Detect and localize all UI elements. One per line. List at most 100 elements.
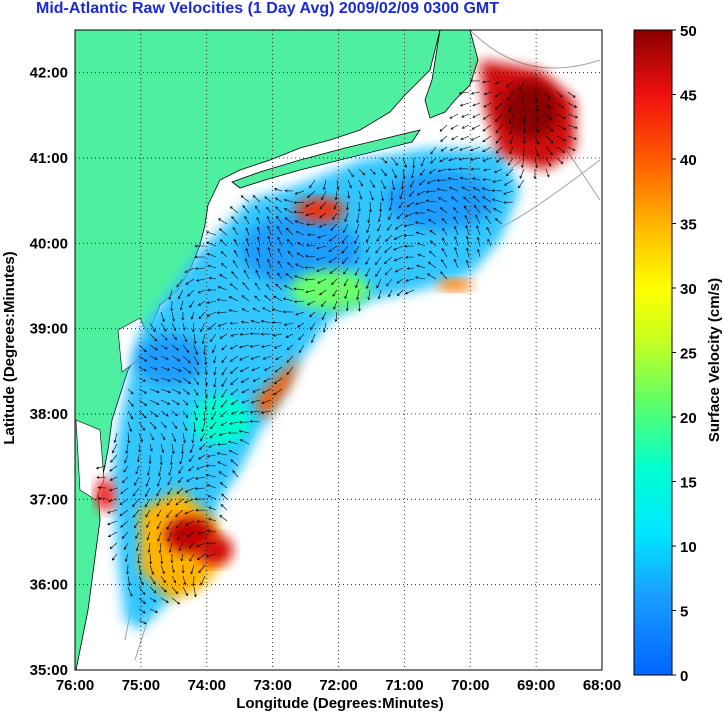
velocity-arrow	[171, 410, 178, 417]
velocity-arrow	[260, 319, 272, 324]
velocity-arrow	[170, 553, 174, 564]
velocity-arrow	[320, 300, 327, 307]
velocity-arrow	[219, 514, 228, 522]
velocity-arrow	[167, 476, 173, 486]
velocity-arrow	[441, 247, 448, 258]
velocity-arrow	[264, 196, 272, 203]
velocity-arrow	[149, 344, 158, 351]
velocity-arrow	[347, 190, 351, 199]
velocity-arrow	[158, 542, 162, 554]
velocity-arrow	[182, 366, 192, 374]
velocity-arrow	[203, 344, 207, 356]
velocity-arrow	[460, 135, 470, 141]
x-tick-label: 69:00	[517, 677, 555, 694]
velocity-arrow	[244, 258, 250, 269]
velocity-arrow	[160, 586, 167, 593]
velocity-arrow	[436, 178, 448, 182]
velocity-arrow	[272, 333, 283, 337]
velocity-arrow	[450, 196, 459, 203]
velocity-arrow	[204, 388, 208, 399]
velocity-arrow	[196, 553, 206, 561]
velocity-arrow	[181, 564, 185, 574]
velocity-arrow	[210, 333, 217, 343]
velocity-arrow	[209, 432, 217, 438]
velocity-arrow	[319, 212, 327, 219]
velocity-arrow	[229, 355, 239, 362]
velocity-arrow	[293, 300, 305, 304]
velocity-arrow	[304, 266, 316, 270]
velocity-arrow	[184, 487, 195, 493]
velocity-arrow	[277, 248, 283, 258]
velocity-arrow	[295, 230, 305, 236]
velocity-arrow	[194, 267, 206, 271]
velocity-arrow	[227, 440, 239, 445]
velocity-arrow	[207, 264, 217, 269]
velocity-arrow	[439, 124, 448, 132]
velocity-arrow	[167, 531, 173, 542]
velocity-arrow	[171, 564, 175, 574]
velocity-arrow	[366, 223, 371, 234]
velocity-arrow	[275, 215, 283, 225]
velocity-arrow	[256, 246, 261, 258]
velocity-arrow	[206, 311, 217, 317]
velocity-arrow	[160, 553, 164, 565]
velocity-arrow	[171, 399, 180, 405]
velocity-arrow	[198, 300, 206, 306]
velocity-arrow	[198, 454, 206, 460]
velocity-arrow	[204, 399, 208, 411]
velocity-arrow	[409, 179, 415, 188]
velocity-arrow	[266, 283, 272, 291]
velocity-arrow	[160, 355, 169, 360]
velocity-arrow	[207, 322, 217, 330]
colorbar	[633, 29, 673, 676]
velocity-arrow	[534, 102, 539, 112]
velocity-arrow	[366, 245, 371, 253]
velocity-arrow	[450, 124, 459, 130]
velocity-arrow	[256, 216, 261, 225]
velocity-arrow	[138, 597, 146, 605]
velocity-arrow	[428, 168, 437, 174]
velocity-arrow	[179, 300, 184, 311]
velocity-arrow	[123, 542, 129, 550]
velocity-arrow	[437, 168, 448, 173]
velocity-arrow	[182, 410, 189, 419]
velocity-arrow	[354, 245, 360, 254]
velocity-arrow	[251, 366, 261, 372]
colorbar-tick-label: 10	[680, 539, 697, 556]
velocity-arrow	[492, 179, 503, 183]
velocity-arrow	[273, 295, 283, 302]
velocity-arrow	[125, 443, 129, 454]
velocity-arrow	[306, 243, 316, 247]
velocity-arrow	[358, 179, 363, 187]
velocity-arrow	[197, 289, 206, 294]
velocity-arrow	[171, 344, 179, 351]
velocity-arrow	[284, 189, 294, 193]
velocity-arrow	[218, 471, 228, 478]
velocity-arrow	[228, 296, 239, 302]
velocity-arrow	[219, 274, 228, 280]
y-tick-label: 40:00	[30, 235, 68, 252]
velocity-arrow	[95, 465, 107, 470]
velocity-arrow	[365, 234, 371, 243]
velocity-arrow	[507, 157, 514, 166]
velocity-arrow	[145, 476, 151, 487]
velocity-arrow	[453, 225, 459, 236]
velocity-arrow	[208, 276, 217, 280]
velocity-arrow	[420, 168, 426, 176]
velocity-arrow	[315, 256, 327, 261]
velocity-arrow	[464, 214, 470, 225]
velocity-arrow	[509, 135, 514, 145]
velocity-arrow	[138, 377, 147, 382]
velocity-arrow	[482, 178, 492, 182]
y-tick-label: 38:00	[30, 406, 68, 423]
velocity-arrow	[459, 146, 470, 151]
velocity-arrow	[193, 399, 199, 409]
velocity-arrow	[321, 311, 327, 321]
velocity-arrow	[208, 506, 217, 511]
velocity-arrow	[208, 517, 217, 522]
velocity-arrow	[158, 465, 162, 477]
velocity-arrow	[127, 410, 134, 420]
velocity-arrow	[447, 167, 459, 171]
velocity-arrow	[192, 575, 195, 587]
velocity-arrow	[286, 366, 294, 376]
